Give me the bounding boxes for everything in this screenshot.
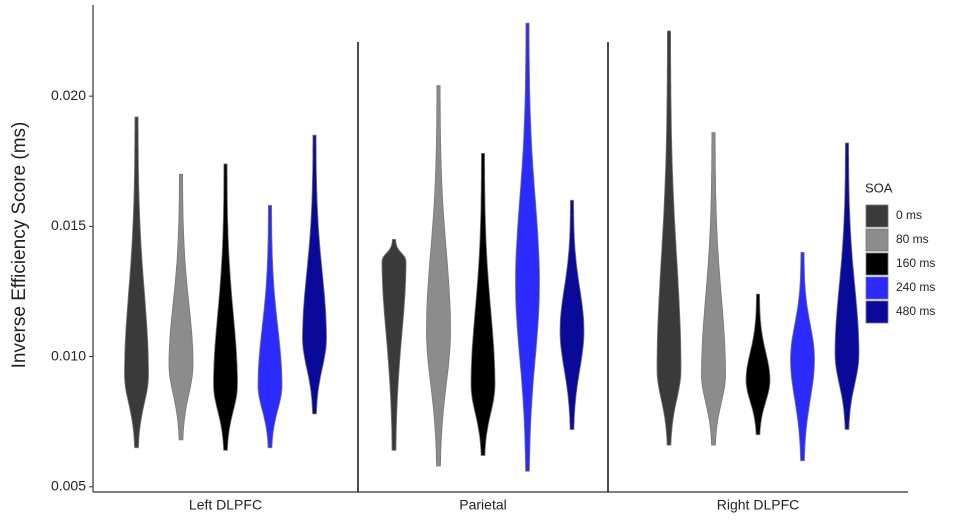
violin [168, 173, 194, 441]
legend-label: 0 ms [896, 208, 922, 222]
x-tick-label: Right DLPFC [717, 497, 799, 513]
legend-title: SOA [865, 180, 893, 195]
violin [515, 22, 540, 472]
legend-swatch [865, 252, 889, 276]
violin [470, 153, 496, 456]
violin [124, 116, 149, 449]
y-tick-label: 0.005 [51, 477, 86, 493]
legend-swatch [865, 228, 889, 252]
x-tick-label: Left DLPFC [189, 497, 262, 513]
violin [302, 134, 327, 415]
violin [213, 163, 238, 451]
violin [559, 199, 585, 430]
y-axis-label: Inverse Efficiency Score (ms) [9, 122, 30, 369]
violin [656, 30, 682, 446]
violin [381, 239, 407, 451]
violin [790, 252, 815, 462]
legend-label: 240 ms [896, 280, 935, 294]
legend-swatch [865, 204, 889, 228]
legend-label: 480 ms [896, 304, 935, 318]
y-tick-label: 0.010 [51, 347, 86, 363]
violin [745, 293, 771, 436]
legend-label: 160 ms [896, 256, 935, 270]
y-tick-label: 0.015 [51, 217, 86, 233]
x-tick-label: Parietal [459, 497, 506, 513]
violin [834, 142, 860, 430]
violin [426, 85, 451, 467]
violin [701, 132, 726, 446]
violin [257, 205, 283, 449]
y-tick-label: 0.020 [51, 87, 86, 103]
legend-label: 80 ms [896, 232, 929, 246]
legend-swatch [865, 276, 889, 300]
legend-swatch [865, 300, 889, 324]
